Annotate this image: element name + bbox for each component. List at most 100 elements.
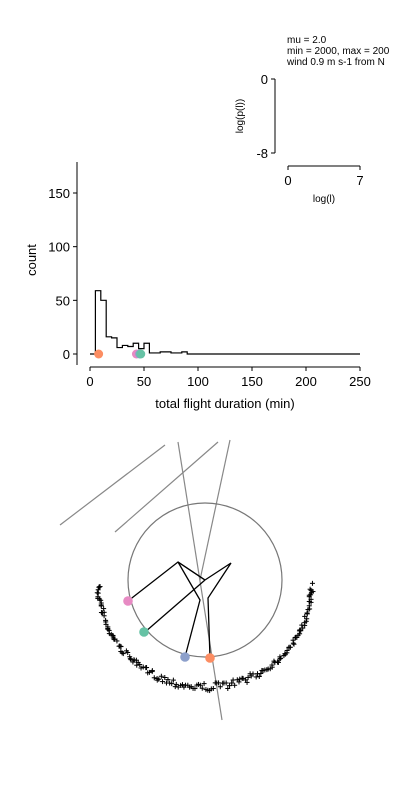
landing-cross <box>98 603 104 609</box>
trajectory-path <box>144 579 206 633</box>
landing-cross <box>170 677 176 683</box>
landing-cross <box>127 656 133 662</box>
trajectory-end-dot <box>180 652 190 662</box>
histogram-marker-dot <box>136 349 146 359</box>
landing-cross <box>304 610 310 616</box>
landing-cross <box>227 683 233 689</box>
landing-cross <box>308 587 314 593</box>
histogram-x-tick-label: 250 <box>349 374 371 389</box>
histogram-y-tick-label: 0 <box>63 347 70 362</box>
landing-cross <box>105 626 111 632</box>
histogram-y-tick-label: 150 <box>48 186 70 201</box>
landing-cross <box>229 680 235 686</box>
histogram-step-line <box>90 290 360 355</box>
inset-x-tick-label-left: 0 <box>284 173 291 188</box>
landing-cross <box>232 682 238 688</box>
annotation-line-2: min = 2000, max = 200 <box>287 46 390 57</box>
landing-cross <box>297 627 303 633</box>
landing-cross <box>103 621 109 627</box>
inset-y-tick-label-top: 0 <box>261 72 268 87</box>
inset-y-tick-label-bottom: -8 <box>256 146 268 161</box>
landing-cross <box>277 656 283 662</box>
histogram-x-tick-label: 150 <box>241 374 263 389</box>
landing-cross <box>137 662 143 668</box>
inset-x-axis-label: log(l) <box>313 194 335 205</box>
trajectory-path <box>127 561 206 602</box>
landing-cross <box>114 638 120 644</box>
inset-loglog-plot: 0 -8 log(p(l)) 0 7 log(l) <box>235 72 364 205</box>
landing-cross <box>258 671 264 677</box>
histogram-y-ticks: 0 50 100 150 <box>48 186 77 362</box>
landing-cross <box>199 685 205 691</box>
landing-cross <box>173 681 179 687</box>
landing-cross <box>290 637 296 643</box>
landing-cross <box>197 682 203 688</box>
arena-boundary-circle <box>127 502 283 658</box>
wind-line <box>59 444 166 526</box>
landing-cross <box>306 599 312 605</box>
histogram-x-axis-label: total flight duration (min) <box>155 396 294 411</box>
wind-line <box>177 441 223 721</box>
landing-cross <box>169 681 175 687</box>
landing-cross <box>210 685 216 691</box>
histogram-markers <box>94 349 146 359</box>
histogram-x-ticks: 0 50 100 150 200 250 <box>86 367 371 389</box>
landing-cross <box>98 597 104 603</box>
trajectory-end-dot <box>205 653 215 663</box>
landing-cross <box>119 650 125 656</box>
wind-lines <box>59 439 231 721</box>
landing-cross <box>237 676 243 682</box>
landing-cross <box>291 641 297 647</box>
trajectory-end-dot <box>123 596 133 606</box>
inset-y-axis-label: log(p(l)) <box>235 99 246 133</box>
wind-line <box>199 439 231 581</box>
landing-cross <box>240 675 246 681</box>
histogram-x-tick-label: 200 <box>295 374 317 389</box>
landing-cross <box>217 684 223 690</box>
landing-cross <box>284 647 290 653</box>
wind-line <box>114 441 219 533</box>
landing-cross <box>269 664 275 670</box>
histogram-y-axis-label: count <box>24 244 39 276</box>
annotation-line-1: mu = 2.0 <box>287 35 327 46</box>
landing-cross <box>165 677 171 683</box>
landing-cross <box>295 632 301 638</box>
landing-cross <box>138 665 144 671</box>
landing-cross <box>201 681 207 687</box>
landing-cross <box>144 665 150 671</box>
landing-cross <box>243 677 249 683</box>
landing-cross <box>134 662 140 668</box>
histogram-x-tick-label: 0 <box>86 374 93 389</box>
landing-cross <box>156 676 162 682</box>
histogram-y-tick-label: 100 <box>48 240 70 255</box>
trajectory-path <box>177 561 206 658</box>
landing-cross <box>271 658 277 664</box>
landing-cross <box>244 679 250 685</box>
landing-cross <box>179 682 185 688</box>
landing-cross <box>146 669 152 675</box>
landing-cross <box>230 677 236 683</box>
landing-cross <box>192 686 198 692</box>
histogram-x-tick-label: 50 <box>137 374 151 389</box>
landing-points <box>94 580 316 694</box>
landing-cross <box>307 586 313 592</box>
landing-cross <box>302 613 308 619</box>
landing-cross <box>225 686 231 692</box>
landing-cross <box>118 643 124 649</box>
landing-cross <box>250 671 256 677</box>
histogram-x-tick-label: 100 <box>187 374 209 389</box>
histogram-plot: 0 50 100 150 0 50 100 150 200 250 total flight d… <box>24 162 371 411</box>
annotation-line-3: wind 0.9 m s-1 from N <box>286 57 385 68</box>
landing-cross <box>96 584 102 590</box>
trajectory-end-dot <box>139 627 149 637</box>
landing-cross <box>236 679 242 685</box>
landing-cross <box>101 606 107 612</box>
landing-cross <box>275 659 281 665</box>
landing-cross <box>256 673 262 679</box>
annotation-block: mu = 2.0 min = 2000, max = 200 wind 0.9 … <box>286 35 390 68</box>
landing-cross <box>120 651 126 657</box>
histogram-y-tick-label: 50 <box>56 293 70 308</box>
landing-cross <box>278 655 284 661</box>
trajectory-end-markers <box>123 596 215 663</box>
landing-cross <box>125 649 131 655</box>
